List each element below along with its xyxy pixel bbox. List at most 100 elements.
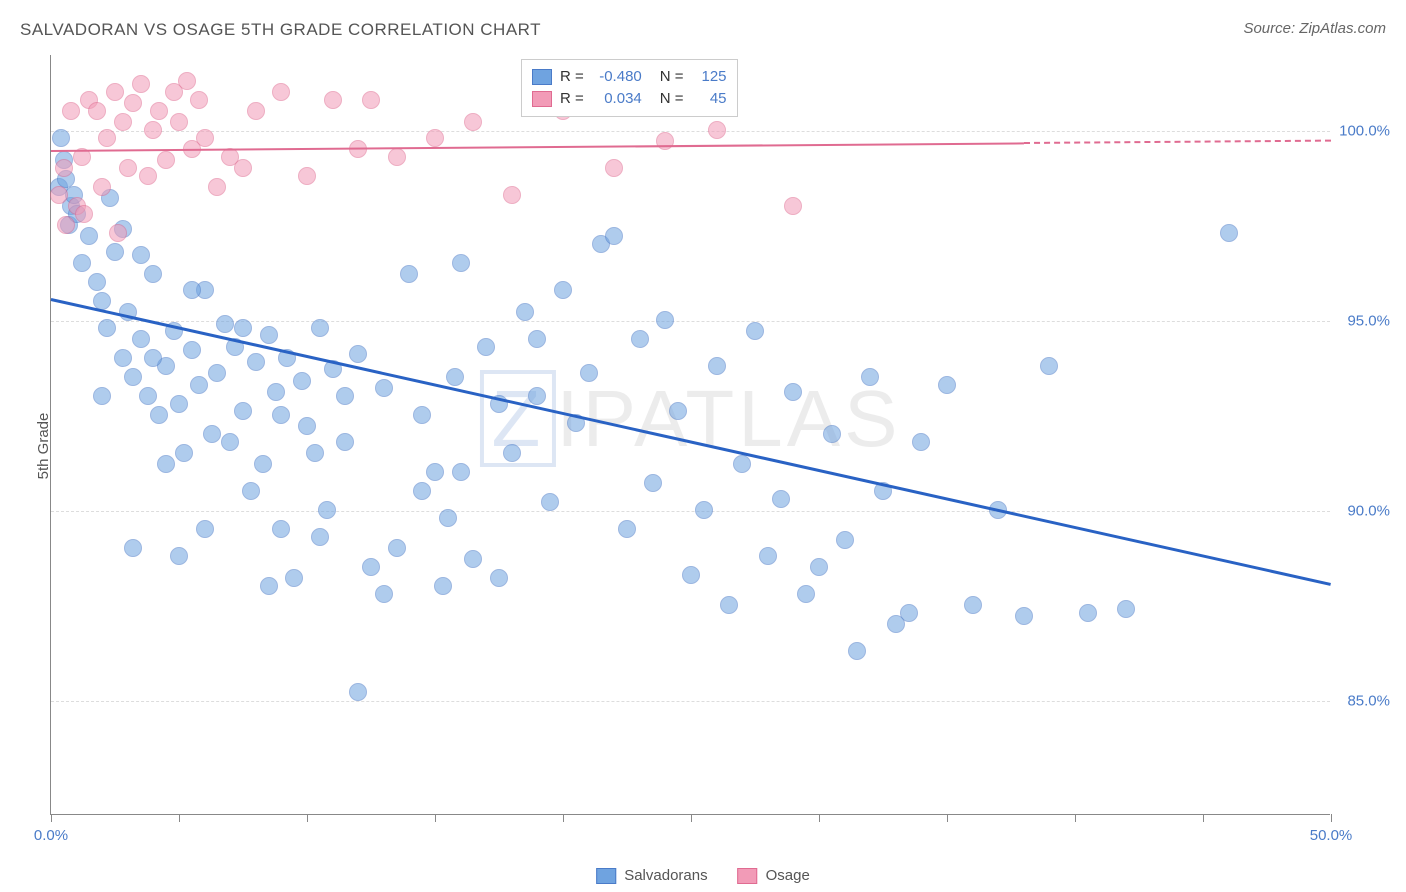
scatter-point <box>848 642 866 660</box>
gridline <box>51 511 1330 512</box>
scatter-point <box>682 566 700 584</box>
scatter-point <box>132 330 150 348</box>
scatter-point <box>114 113 132 131</box>
scatter-point <box>618 520 636 538</box>
scatter-point <box>772 490 790 508</box>
gridline <box>51 131 1330 132</box>
scatter-point <box>349 683 367 701</box>
scatter-point <box>938 376 956 394</box>
legend-swatch <box>532 69 552 85</box>
scatter-point <box>318 501 336 519</box>
scatter-point <box>434 577 452 595</box>
scatter-point <box>375 379 393 397</box>
scatter-point <box>293 372 311 390</box>
scatter-point <box>362 91 380 109</box>
scatter-point <box>656 311 674 329</box>
scatter-point <box>124 368 142 386</box>
xtick <box>1075 814 1076 822</box>
scatter-point <box>464 113 482 131</box>
scatter-point <box>503 186 521 204</box>
scatter-point <box>1040 357 1058 375</box>
n-value: 45 <box>692 88 727 110</box>
scatter-point <box>554 281 572 299</box>
scatter-point <box>109 224 127 242</box>
xtick <box>435 814 436 822</box>
scatter-point <box>528 330 546 348</box>
xtick <box>563 814 564 822</box>
r-label: R = <box>560 66 584 88</box>
scatter-point <box>247 353 265 371</box>
legend-swatch-salvadorans <box>596 868 616 884</box>
source-label: Source: ZipAtlas.com <box>1243 20 1386 37</box>
scatter-point <box>503 444 521 462</box>
n-value: 125 <box>692 66 727 88</box>
trend-line-dashed <box>1024 140 1331 144</box>
scatter-point <box>208 364 226 382</box>
scatter-point <box>124 94 142 112</box>
scatter-point <box>183 281 201 299</box>
xtick-label: 0.0% <box>34 827 68 844</box>
scatter-point <box>426 129 444 147</box>
scatter-point <box>254 455 272 473</box>
scatter-point <box>73 254 91 272</box>
scatter-point <box>93 178 111 196</box>
scatter-point <box>178 72 196 90</box>
n-label: N = <box>660 66 684 88</box>
scatter-point <box>132 75 150 93</box>
scatter-point <box>784 197 802 215</box>
scatter-point <box>605 227 623 245</box>
scatter-point <box>452 463 470 481</box>
scatter-point <box>964 596 982 614</box>
r-value: -0.480 <box>592 66 642 88</box>
gridline <box>51 701 1330 702</box>
scatter-point <box>823 425 841 443</box>
scatter-point <box>1220 224 1238 242</box>
scatter-point <box>516 303 534 321</box>
scatter-point <box>190 91 208 109</box>
scatter-point <box>88 273 106 291</box>
scatter-point <box>132 246 150 264</box>
scatter-point <box>490 569 508 587</box>
xtick-label: 50.0% <box>1310 827 1353 844</box>
scatter-point <box>631 330 649 348</box>
scatter-point <box>144 265 162 283</box>
scatter-point <box>644 474 662 492</box>
scatter-point <box>124 539 142 557</box>
scatter-point <box>439 509 457 527</box>
scatter-point <box>336 433 354 451</box>
scatter-point <box>784 383 802 401</box>
scatter-point <box>196 129 214 147</box>
xtick <box>947 814 948 822</box>
scatter-point <box>349 345 367 363</box>
scatter-point <box>139 387 157 405</box>
stats-legend-row: R = -0.480 N = 125 <box>532 66 727 88</box>
scatter-point <box>272 83 290 101</box>
scatter-point <box>400 265 418 283</box>
plot-area: ZIPATLAS 85.0%90.0%95.0%100.0%0.0%50.0%R… <box>50 55 1330 815</box>
scatter-point <box>733 455 751 473</box>
scatter-point <box>203 425 221 443</box>
scatter-point <box>144 349 162 367</box>
scatter-point <box>810 558 828 576</box>
scatter-point <box>298 167 316 185</box>
legend-swatch <box>532 91 552 107</box>
scatter-point <box>50 186 68 204</box>
scatter-point <box>388 539 406 557</box>
scatter-point <box>234 159 252 177</box>
stats-legend: R =-0.480N =125R =0.034N =45 <box>521 59 738 117</box>
scatter-point <box>157 455 175 473</box>
scatter-point <box>413 406 431 424</box>
scatter-point <box>272 520 290 538</box>
scatter-point <box>306 444 324 462</box>
scatter-point <box>464 550 482 568</box>
xtick <box>179 814 180 822</box>
scatter-point <box>170 547 188 565</box>
scatter-point <box>298 417 316 435</box>
bottom-legend: Salvadorans Osage <box>596 867 810 884</box>
scatter-point <box>139 167 157 185</box>
scatter-point <box>797 585 815 603</box>
scatter-point <box>234 402 252 420</box>
scatter-point <box>746 322 764 340</box>
scatter-point <box>234 319 252 337</box>
scatter-point <box>260 577 278 595</box>
